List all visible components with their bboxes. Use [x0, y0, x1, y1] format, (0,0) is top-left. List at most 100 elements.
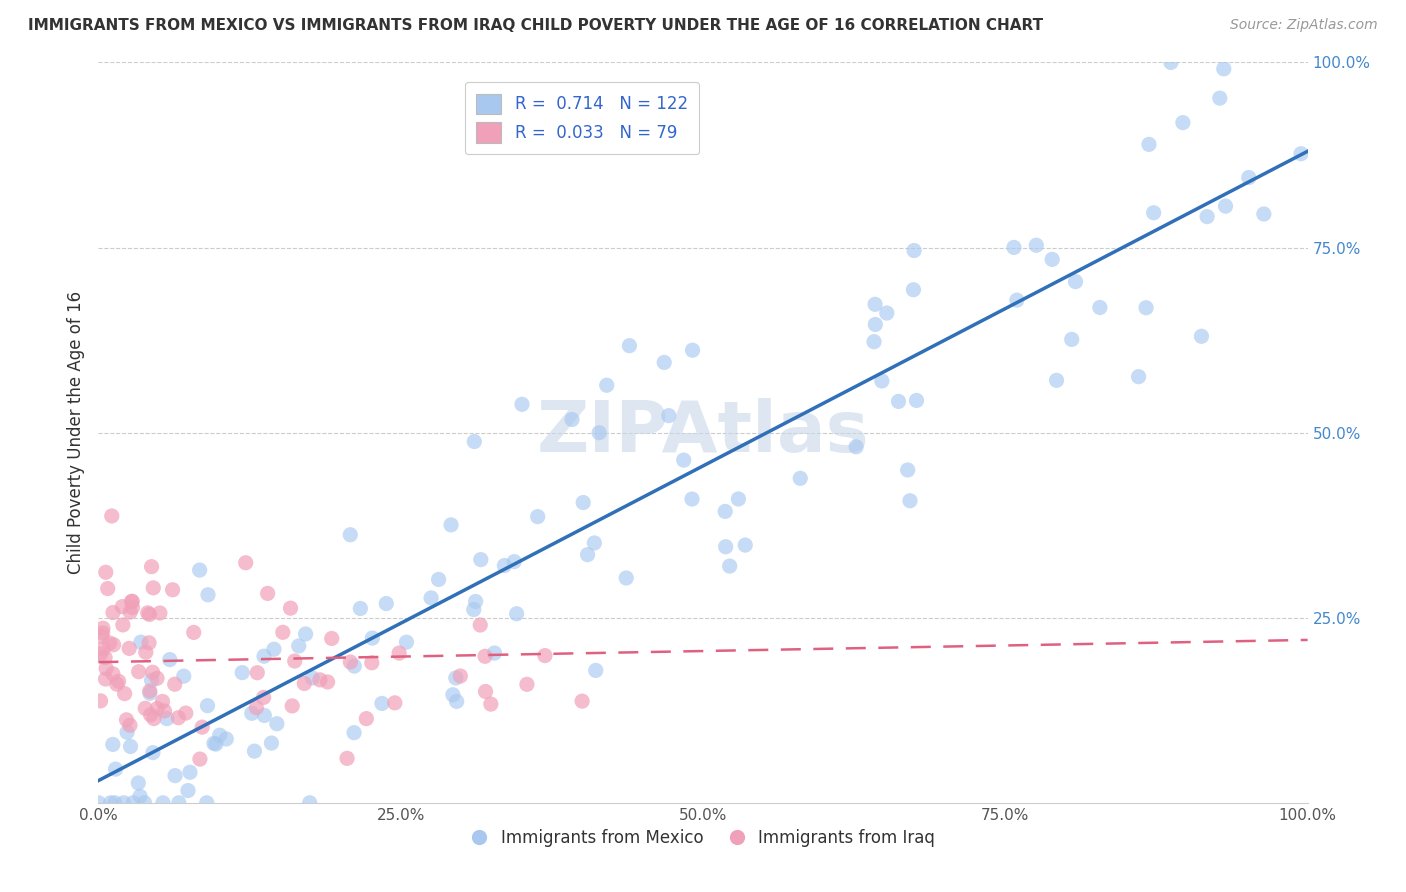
Point — [470, 552, 492, 566]
Point — [395, 635, 418, 649]
Point — [114, 687, 136, 701]
Point — [142, 712, 165, 726]
Point — [152, 694, 174, 708]
Point — [138, 636, 160, 650]
Point — [139, 686, 162, 700]
Point — [1209, 91, 1232, 105]
Point — [734, 538, 756, 552]
Point — [1002, 240, 1025, 254]
Point — [271, 625, 294, 640]
Point — [111, 599, 134, 614]
Point — [1143, 206, 1166, 220]
Point — [142, 581, 165, 595]
Point — [583, 536, 606, 550]
Point — [253, 649, 276, 664]
Point — [440, 517, 463, 532]
Point — [845, 440, 868, 454]
Point — [141, 673, 163, 688]
Point — [165, 769, 187, 783]
Point — [245, 700, 267, 714]
Point — [887, 394, 910, 409]
Point — [156, 712, 179, 726]
Point — [903, 283, 925, 297]
Point — [129, 635, 152, 649]
Point — [104, 796, 127, 810]
Point — [905, 393, 928, 408]
Point — [188, 563, 211, 577]
Point — [494, 558, 516, 573]
Y-axis label: Child Poverty Under the Age of 16: Child Poverty Under the Age of 16 — [66, 291, 84, 574]
Point — [177, 783, 200, 797]
Point — [298, 796, 321, 810]
Point — [256, 586, 278, 600]
Point — [470, 618, 492, 632]
Point — [585, 664, 607, 678]
Point — [149, 606, 172, 620]
Point — [1088, 301, 1111, 315]
Point — [1171, 115, 1194, 129]
Point — [138, 607, 160, 622]
Point — [1212, 62, 1234, 76]
Point — [1253, 207, 1275, 221]
Point — [162, 582, 184, 597]
Point — [188, 752, 211, 766]
Point — [135, 645, 157, 659]
Point — [121, 594, 143, 608]
Point — [94, 672, 117, 686]
Point — [343, 725, 366, 739]
Point — [1060, 333, 1083, 347]
Point — [898, 493, 921, 508]
Point — [183, 625, 205, 640]
Point — [101, 606, 124, 620]
Point — [120, 739, 142, 754]
Point — [1237, 170, 1260, 185]
Point — [619, 339, 641, 353]
Point — [388, 646, 411, 660]
Point — [464, 594, 486, 608]
Point — [463, 434, 485, 449]
Point — [588, 425, 610, 440]
Point — [139, 684, 162, 698]
Point — [371, 697, 394, 711]
Point — [1137, 137, 1160, 152]
Point — [152, 796, 174, 810]
Point — [287, 639, 309, 653]
Point — [339, 528, 361, 542]
Point — [263, 642, 285, 657]
Point — [446, 694, 468, 708]
Point — [903, 244, 925, 258]
Point — [561, 412, 583, 426]
Point — [682, 343, 704, 358]
Point — [420, 591, 443, 605]
Point — [105, 677, 128, 691]
Point — [1025, 238, 1047, 252]
Point — [146, 671, 169, 685]
Point — [479, 697, 502, 711]
Point — [111, 618, 134, 632]
Point — [789, 471, 811, 485]
Text: IMMIGRANTS FROM MEXICO VS IMMIGRANTS FROM IRAQ CHILD POVERTY UNDER THE AGE OF 16: IMMIGRANTS FROM MEXICO VS IMMIGRANTS FRO… — [28, 18, 1043, 33]
Point — [474, 684, 496, 698]
Point — [97, 582, 120, 596]
Point — [136, 606, 159, 620]
Point — [865, 318, 887, 332]
Point — [215, 731, 238, 746]
Point — [191, 720, 214, 734]
Point — [516, 677, 538, 691]
Point — [208, 728, 231, 742]
Point — [343, 659, 366, 673]
Point — [142, 746, 165, 760]
Point — [134, 701, 156, 715]
Point — [91, 641, 114, 656]
Point — [100, 796, 122, 810]
Point — [253, 708, 276, 723]
Text: Source: ZipAtlas.com: Source: ZipAtlas.com — [1230, 18, 1378, 32]
Point — [231, 665, 253, 680]
Point — [526, 509, 548, 524]
Point — [727, 491, 749, 506]
Point — [134, 796, 156, 810]
Point — [444, 671, 467, 685]
Point — [100, 508, 122, 523]
Point — [356, 712, 378, 726]
Point — [441, 688, 464, 702]
